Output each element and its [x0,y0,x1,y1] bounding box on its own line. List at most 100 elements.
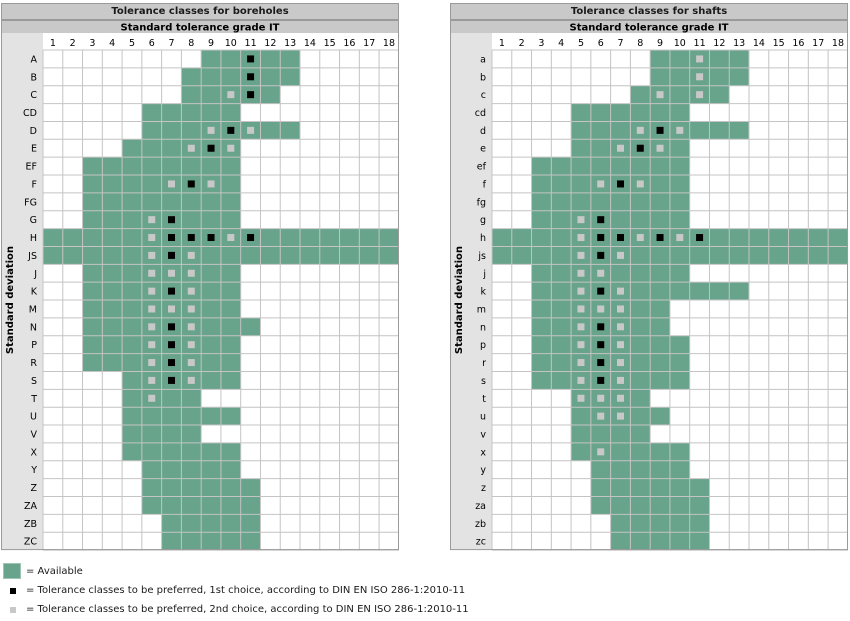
first-choice-swatch [10,587,16,594]
empty-cell [551,121,572,140]
empty-cell [828,85,848,104]
empty-cell [749,335,769,354]
empty-cell [749,264,769,283]
available-cell [571,103,591,122]
empty-cell [788,50,809,68]
second-choice-marker [187,305,195,313]
row-label: ZA [24,501,38,512]
available-cell [201,50,221,68]
available-cell [82,175,103,193]
first-choice-marker [168,234,176,242]
available-cell [709,121,730,140]
empty-cell [768,264,789,283]
available-cell [141,157,162,176]
empty-cell [808,85,829,104]
empty-cell [379,210,399,229]
available-cell [82,228,103,247]
available-cell [551,282,572,301]
empty-cell [260,514,281,533]
empty-cell [749,157,769,176]
available-cell [82,192,103,211]
empty-cell [808,460,829,479]
available-cell [122,442,142,461]
available-cell [669,460,690,479]
empty-cell [43,389,63,408]
empty-cell [630,67,651,86]
empty-cell [359,210,380,229]
row-label-bg [450,33,492,551]
available-cell [551,228,572,247]
available-cell [669,335,690,354]
empty-cell [62,532,83,551]
empty-cell [531,121,552,140]
empty-cell [300,335,320,354]
available-cell [161,389,182,408]
available-cell [141,175,162,193]
empty-cell [590,514,611,533]
empty-cell [729,532,750,551]
empty-cell [551,460,572,479]
empty-cell [571,478,591,497]
empty-cell [319,175,340,193]
empty-cell [768,371,789,390]
empty-cell [319,389,340,408]
empty-cell [571,85,591,104]
empty-cell [161,85,182,104]
empty-cell [339,371,360,390]
available-cell [630,478,651,497]
empty-cell [808,514,829,533]
empty-cell [828,371,848,390]
empty-cell [531,85,552,104]
available-cell [551,246,572,265]
empty-cell [300,532,320,551]
available-cell [260,50,281,68]
first-choice-marker [597,251,605,259]
available-cell [610,210,631,229]
second-choice-marker [597,394,605,402]
first-choice-marker [168,341,176,349]
empty-cell [300,139,320,158]
row-label: b [480,72,486,83]
empty-cell [62,514,83,533]
empty-cell [359,496,380,515]
empty-cell [768,478,789,497]
empty-cell [319,67,340,86]
empty-cell [82,514,103,533]
empty-cell [102,407,123,426]
available-cell [82,210,103,229]
empty-cell [359,192,380,211]
empty-cell [161,50,182,68]
empty-cell [300,67,320,86]
available-cell [220,67,241,86]
empty-cell [709,192,730,211]
grade-tick-label: 10 [674,38,686,49]
empty-cell [571,67,591,86]
available-cell [669,532,690,551]
available-cell [571,175,591,193]
available-cell [669,264,690,283]
available-cell [300,228,320,247]
empty-cell [359,264,380,283]
second-choice-marker [656,144,664,152]
available-cell [650,157,670,176]
empty-cell [768,442,789,461]
empty-cell [280,371,301,390]
grade-tick-label: 10 [225,38,237,49]
empty-cell [319,371,340,390]
first-choice-marker [597,323,605,331]
empty-cell [511,210,532,229]
available-cell [220,157,241,176]
available-cell [122,425,142,443]
available-cell [492,246,512,265]
empty-cell [492,317,512,336]
empty-cell [828,496,848,515]
empty-cell [610,50,631,68]
empty-cell [339,496,360,515]
empty-cell [511,157,532,176]
empty-cell [808,425,829,443]
available-cell [571,425,591,443]
available-cell [630,103,651,122]
available-cell [669,496,690,515]
first-choice-marker [207,234,215,242]
second-choice-marker [148,305,156,313]
